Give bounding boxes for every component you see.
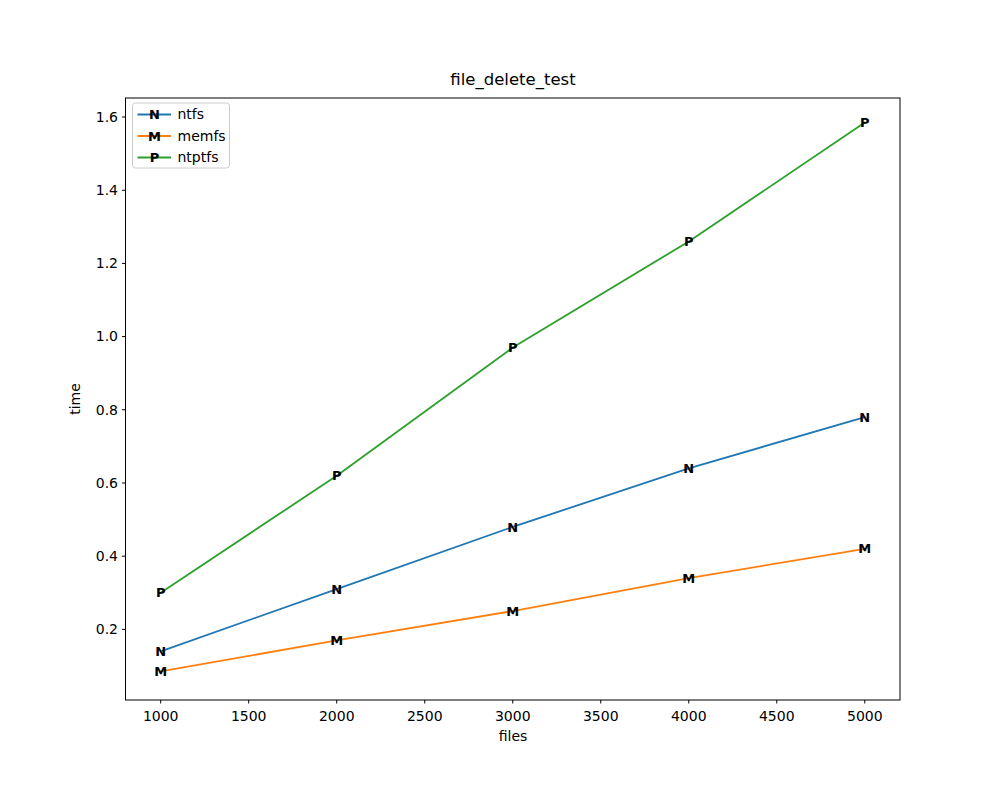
x-tick-label: 1500	[231, 708, 267, 724]
x-tick-label: 2000	[319, 708, 355, 724]
x-tick-label: 5000	[847, 708, 883, 724]
y-tick-label: 1.6	[96, 109, 118, 125]
marker-N-ntfs: N	[859, 410, 870, 425]
x-tick-label: 1000	[143, 708, 179, 724]
marker-P-ntptfs: P	[860, 115, 870, 130]
marker-M-memfs: M	[682, 571, 695, 586]
marker-N-ntfs: N	[155, 644, 166, 659]
legend: Nntfs Mmemfs Pntptfs	[133, 103, 230, 168]
legend-label-memfs: memfs	[178, 128, 226, 144]
x-tick-label: 4000	[671, 708, 707, 724]
marker-P-ntptfs: P	[508, 340, 518, 355]
marker-M-memfs: M	[330, 633, 343, 648]
data-series: NNNNNMMMMMPPPPP	[154, 115, 871, 679]
marker-M-memfs: M	[154, 664, 167, 679]
x-tick-label: 3000	[495, 708, 531, 724]
x-axis-label: files	[499, 728, 528, 744]
marker-P-ntptfs: P	[684, 234, 694, 249]
y-axis-label: time	[67, 383, 83, 415]
line-chart: 1000 1500 2000 2500 3000 3500 4000 4500 5000 0.2 0…	[0, 0, 1000, 800]
y-tick-label: 0.2	[96, 621, 118, 637]
legend-label-ntptfs: ntptfs	[178, 149, 219, 165]
y-tick-label: 0.4	[96, 548, 118, 564]
x-tick-label: 3500	[583, 708, 619, 724]
marker-N-ntfs: N	[683, 461, 694, 476]
y-tick-label: 0.6	[96, 475, 118, 491]
legend-marker-memfs: M	[148, 129, 161, 144]
x-tick-label: 2500	[407, 708, 443, 724]
legend-marker-ntfs: N	[149, 107, 160, 122]
marker-N-ntfs: N	[331, 582, 342, 597]
matplotlib-figure: 1000 1500 2000 2500 3000 3500 4000 4500 5000 0.2 0…	[0, 0, 1000, 800]
chart-title: file_delete_test	[450, 70, 576, 90]
marker-P-ntptfs: P	[156, 585, 166, 600]
y-tick-label: 1.4	[96, 182, 118, 198]
marker-N-ntfs: N	[507, 520, 518, 535]
legend-marker-ntptfs: P	[150, 150, 160, 165]
y-tick-label: 0.8	[96, 402, 118, 418]
y-tick-label: 1.2	[96, 255, 118, 271]
marker-M-memfs: M	[858, 541, 871, 556]
legend-label-ntfs: ntfs	[178, 106, 205, 122]
marker-M-memfs: M	[506, 604, 519, 619]
x-tick-label: 4500	[759, 708, 795, 724]
y-tick-label: 1.0	[96, 328, 118, 344]
marker-P-ntptfs: P	[332, 468, 342, 483]
